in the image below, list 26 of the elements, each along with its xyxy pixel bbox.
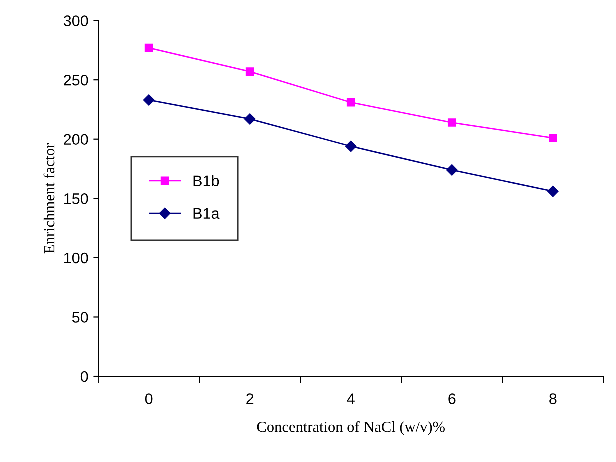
point <box>346 140 357 152</box>
point <box>446 164 458 176</box>
y-tick-label: 50 <box>72 312 88 323</box>
x-tick-label: 4 <box>347 394 355 404</box>
point <box>246 68 254 76</box>
legend-label: B1a <box>194 208 220 220</box>
point <box>346 98 356 107</box>
x-axis-title: Concentration of NaCl (w/v)% <box>257 421 445 436</box>
point <box>448 118 456 127</box>
y-tick-label: 150 <box>64 194 88 204</box>
x-tick-label: 6 <box>448 394 456 404</box>
y-tick-label: 250 <box>64 74 88 86</box>
x-tick-label: 8 <box>550 394 557 404</box>
x-tick-label: 2 <box>246 394 254 404</box>
point <box>548 186 559 198</box>
x-tick-label: 0 <box>145 394 153 404</box>
point <box>143 94 155 106</box>
y-tick-label: 200 <box>64 134 88 146</box>
y-axis-title: Enrichment factor <box>44 143 55 254</box>
point <box>144 44 154 52</box>
y-tick-label: 0 <box>80 371 88 382</box>
point <box>549 134 558 142</box>
y-tick-label: 100 <box>64 252 88 264</box>
y-tick-label: 300 <box>64 16 88 26</box>
legend-label: B1b <box>194 175 220 186</box>
point <box>244 114 256 125</box>
